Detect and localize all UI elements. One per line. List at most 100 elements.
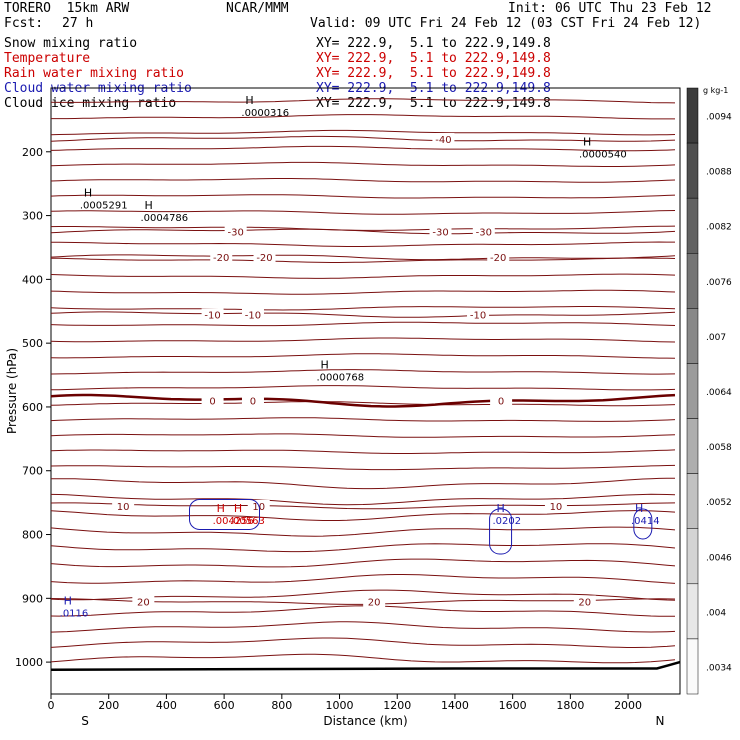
x-axis-label: Distance (km) bbox=[323, 714, 407, 728]
colorbar-label: .0034 bbox=[706, 663, 732, 673]
isobaric-contour-line bbox=[50, 273, 676, 279]
isobaric-contour-line bbox=[50, 161, 676, 167]
isotherm-label-bg bbox=[201, 308, 224, 321]
colorbar-segment bbox=[686, 473, 699, 529]
isotherm-label-bg bbox=[544, 499, 567, 512]
x-tick-label: 1600 bbox=[499, 699, 527, 712]
snow-max-value: .0005291 bbox=[80, 200, 128, 211]
isotherm-label-bg bbox=[472, 225, 495, 238]
isotherm-label-bg bbox=[490, 394, 513, 407]
isotherm-label: 0 bbox=[209, 397, 215, 408]
isobaric-contour-line bbox=[50, 510, 676, 521]
isobaric-contour-line bbox=[50, 178, 676, 183]
colorbar-label: .0082 bbox=[706, 223, 732, 233]
isobaric-contour-line bbox=[50, 621, 676, 633]
y-tick-label: 900 bbox=[22, 592, 43, 605]
field-xy-snow: XY= 222.9, 5.1 to 222.9,149.8 bbox=[316, 36, 551, 51]
isotherm-label: 10 bbox=[550, 502, 563, 513]
x-tick-label: 600 bbox=[214, 699, 235, 712]
isobaric-contour-line bbox=[50, 289, 676, 295]
snow-max-value: .0000316 bbox=[241, 108, 289, 119]
x-end-label-south: S bbox=[81, 714, 89, 728]
x-tick-label: 1800 bbox=[556, 699, 584, 712]
colorbar-segment bbox=[686, 308, 699, 364]
isotherm-line bbox=[50, 393, 676, 408]
y-tick-label: 1000 bbox=[15, 656, 43, 669]
rain-water-max-value: .00563 bbox=[230, 516, 265, 527]
isotherm-label: -10 bbox=[470, 310, 486, 321]
fcst-value: 27 h bbox=[62, 16, 94, 31]
isobaric-contour-line bbox=[50, 574, 676, 584]
colorbar-label: .0076 bbox=[706, 278, 732, 288]
isotherm-line bbox=[50, 311, 676, 318]
snow-max-marker: H bbox=[245, 94, 253, 107]
colorbar-segment bbox=[686, 197, 699, 254]
plot-frame bbox=[50, 87, 681, 695]
snow-max-marker: H bbox=[583, 135, 591, 148]
x-tick-label: 1000 bbox=[326, 699, 354, 712]
isobaric-contour-line bbox=[50, 129, 676, 136]
colorbar-segment bbox=[686, 142, 699, 199]
y-tick-label: 200 bbox=[22, 146, 43, 159]
isotherm-label-bg bbox=[224, 225, 247, 238]
isobaric-contour-line bbox=[50, 637, 676, 648]
isobaric-contour-line bbox=[50, 417, 676, 422]
x-tick-label: 800 bbox=[271, 699, 292, 712]
isobaric-contour-line bbox=[50, 401, 676, 407]
isotherm-label: 20 bbox=[368, 598, 381, 609]
isobaric-contour-line bbox=[50, 526, 676, 537]
isobaric-contour-line bbox=[50, 605, 676, 617]
cloud-water-max-value: .0414 bbox=[631, 516, 660, 527]
isotherm-line bbox=[50, 254, 676, 261]
isotherm-label-bg bbox=[487, 251, 510, 264]
isotherm-label-bg bbox=[253, 251, 276, 264]
isotherm-label: -30 bbox=[476, 228, 492, 239]
colorbar-segment bbox=[686, 583, 699, 640]
isotherm-label: -20 bbox=[490, 253, 506, 264]
isobaric-contour-line bbox=[50, 210, 676, 215]
isotherm-label: 20 bbox=[578, 598, 591, 609]
isotherm-label-bg bbox=[363, 595, 386, 608]
field-name-cloud-ice: Cloud ice mixing ratio bbox=[4, 96, 177, 111]
isotherm-label: -30 bbox=[432, 228, 448, 239]
x-tick-label: 400 bbox=[156, 699, 177, 712]
isobaric-contour-line bbox=[50, 464, 676, 471]
y-tick-label: 700 bbox=[22, 465, 43, 478]
y-tick-label: 300 bbox=[22, 210, 43, 223]
isobaric-contour-line bbox=[50, 543, 676, 553]
x-tick-label: 1400 bbox=[441, 699, 469, 712]
isobaric-contour-line bbox=[50, 477, 675, 490]
isobaric-contour-line bbox=[50, 353, 676, 359]
cloud-water-contour bbox=[489, 508, 513, 555]
isotherm-label: 20 bbox=[137, 598, 150, 609]
isotherm-label: -10 bbox=[245, 310, 261, 321]
isobaric-contour-line bbox=[51, 114, 675, 120]
colorbar-label: .0058 bbox=[706, 443, 732, 453]
colorbar-label: .007 bbox=[706, 333, 726, 343]
cloud-water-max-value: .0202 bbox=[492, 516, 521, 527]
isobaric-contour-line bbox=[50, 369, 676, 375]
isobaric-contour-line bbox=[50, 589, 676, 601]
colorbar-label: .0046 bbox=[706, 553, 732, 563]
y-axis-label: Pressure (hPa) bbox=[5, 348, 19, 434]
isotherm-label: 10 bbox=[252, 502, 265, 513]
isotherm-label-bg bbox=[132, 595, 155, 608]
colorbar-segment bbox=[686, 528, 699, 585]
isotherm-label: -30 bbox=[227, 228, 243, 239]
isotherm-label: -10 bbox=[204, 310, 220, 321]
cloud-water-max-marker: H bbox=[496, 502, 504, 515]
isotherm-label-bg bbox=[241, 394, 264, 407]
isotherm-label-bg bbox=[573, 595, 596, 608]
isobaric-contour-line bbox=[50, 257, 676, 263]
colorbar-segment bbox=[686, 638, 699, 695]
y-tick-label: 400 bbox=[22, 273, 43, 286]
colorbar-segment bbox=[686, 87, 699, 144]
x-tick-label: 0 bbox=[48, 699, 55, 712]
isotherm-line bbox=[50, 598, 676, 605]
cloud-water-contour bbox=[633, 508, 653, 540]
cloud-water-max-marker: H bbox=[64, 595, 72, 608]
isobaric-contour-line bbox=[50, 145, 676, 152]
isotherm-label-bg bbox=[432, 133, 455, 146]
rain-water-max-marker: H bbox=[234, 502, 242, 515]
isotherm-label: -20 bbox=[256, 253, 272, 264]
